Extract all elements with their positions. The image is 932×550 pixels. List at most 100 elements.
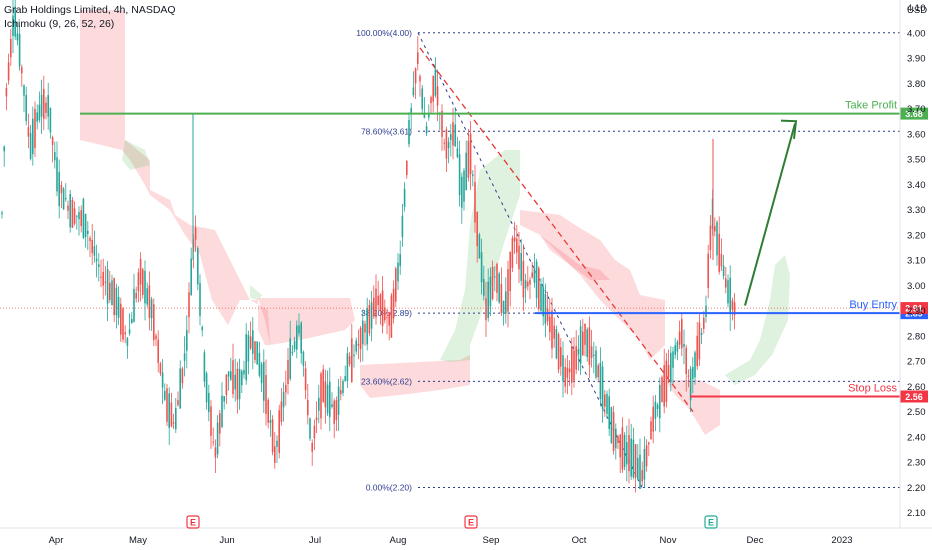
candle-body bbox=[214, 447, 217, 458]
candle-body bbox=[155, 335, 157, 340]
candle-body bbox=[254, 341, 256, 360]
candle-body bbox=[36, 112, 38, 122]
candle-body bbox=[100, 276, 102, 278]
indicator-label[interactable]: Ichimoku (9, 26, 52, 26) bbox=[4, 18, 114, 30]
candle-body bbox=[150, 299, 153, 319]
price-tick-label: 3.70 bbox=[907, 104, 926, 115]
candle-body bbox=[293, 341, 296, 350]
candle-body bbox=[324, 381, 327, 408]
candle-body bbox=[406, 160, 408, 175]
candle-body bbox=[419, 76, 421, 82]
level-price-badge-label: 2.56 bbox=[905, 392, 923, 402]
candle-body bbox=[346, 353, 349, 381]
earnings-marker[interactable] bbox=[704, 515, 718, 529]
price-tick-label: 3.90 bbox=[907, 54, 926, 65]
candle-body bbox=[137, 272, 140, 292]
candle-body bbox=[714, 226, 716, 232]
candle-body bbox=[707, 253, 709, 288]
price-tick-label: 3.40 bbox=[907, 180, 926, 191]
candle-body bbox=[379, 294, 382, 311]
candle-body bbox=[718, 233, 720, 272]
candle-body bbox=[95, 258, 98, 262]
candle-body bbox=[241, 370, 243, 386]
candle-body bbox=[727, 280, 729, 304]
level-label: Buy Entry bbox=[849, 299, 897, 311]
candle-body bbox=[89, 237, 91, 242]
candle-body bbox=[159, 363, 162, 374]
candle-body bbox=[289, 338, 291, 379]
candle-body bbox=[230, 371, 232, 380]
candle-body bbox=[232, 360, 234, 395]
candle-body bbox=[5, 88, 8, 97]
time-tick-label: Jun bbox=[219, 535, 234, 546]
candle-body bbox=[663, 365, 665, 407]
candle-body bbox=[399, 254, 401, 267]
candle-body bbox=[588, 327, 591, 365]
candle-body bbox=[139, 258, 142, 285]
candle-body bbox=[302, 351, 305, 366]
candle-body bbox=[397, 262, 399, 282]
candle-body bbox=[223, 395, 225, 402]
candle-body bbox=[197, 248, 199, 285]
candle-body bbox=[117, 296, 120, 318]
price-tick-label: 2.30 bbox=[907, 458, 926, 469]
candle-body bbox=[263, 361, 265, 401]
candle-body bbox=[177, 400, 179, 406]
candle-body bbox=[351, 338, 353, 382]
candle-body bbox=[45, 102, 47, 113]
candle-body bbox=[313, 425, 316, 439]
cloud-area bbox=[250, 285, 262, 300]
candle-body bbox=[148, 285, 151, 318]
candle-body bbox=[199, 283, 201, 316]
candle-body bbox=[208, 392, 210, 413]
candle-body bbox=[47, 94, 49, 117]
candle-body bbox=[161, 372, 164, 388]
earnings-marker[interactable] bbox=[186, 515, 200, 529]
candle-body bbox=[641, 470, 643, 482]
candle-body bbox=[43, 88, 45, 119]
last-price-badge bbox=[900, 302, 928, 315]
candle-body bbox=[3, 146, 5, 152]
candle-body bbox=[458, 154, 461, 196]
candle-body bbox=[366, 308, 368, 345]
candle-body bbox=[423, 114, 426, 119]
candle-body bbox=[298, 325, 300, 334]
price-tick-label: 4.10 bbox=[907, 3, 926, 14]
candle-body bbox=[265, 375, 267, 414]
candle-body bbox=[271, 419, 274, 453]
candle-body bbox=[500, 284, 503, 314]
candle-body bbox=[38, 104, 41, 121]
price-tick-label: 4.00 bbox=[907, 28, 926, 39]
candle-body bbox=[355, 340, 357, 352]
candle-body bbox=[485, 298, 487, 321]
candle-body bbox=[509, 251, 511, 292]
candle-body bbox=[210, 406, 212, 436]
level-label: Stop Loss bbox=[848, 383, 897, 395]
candle-body bbox=[249, 336, 252, 349]
candle-body bbox=[472, 174, 474, 176]
candle-body bbox=[436, 86, 439, 106]
cloud-area bbox=[540, 235, 610, 280]
candle-body bbox=[553, 325, 555, 339]
candle-body bbox=[720, 253, 723, 267]
candle-body bbox=[76, 215, 78, 217]
time-tick-label: May bbox=[129, 535, 147, 546]
candle-body bbox=[538, 268, 540, 309]
candle-body bbox=[194, 227, 197, 240]
price-scale[interactable]: 4.10 4.00 3.90 3.80 3.70 3.60 3.50 3.40 3.30 3.20… bbox=[907, 3, 926, 519]
candle-body bbox=[665, 360, 668, 402]
cloud-area bbox=[80, 10, 270, 345]
candle-body bbox=[234, 374, 236, 390]
candle-body bbox=[645, 445, 648, 467]
time-scale[interactable]: Apr May Jun Jul Aug Sep Oct Nov Dec 2023 bbox=[49, 535, 853, 546]
candle-body bbox=[93, 246, 96, 256]
candle-body bbox=[285, 384, 287, 393]
candle-body bbox=[168, 393, 170, 428]
candle-body bbox=[705, 305, 707, 317]
earnings-marker[interactable] bbox=[464, 515, 478, 529]
candle-body bbox=[566, 367, 569, 378]
candle-body bbox=[106, 269, 109, 304]
candle-body bbox=[502, 300, 505, 314]
